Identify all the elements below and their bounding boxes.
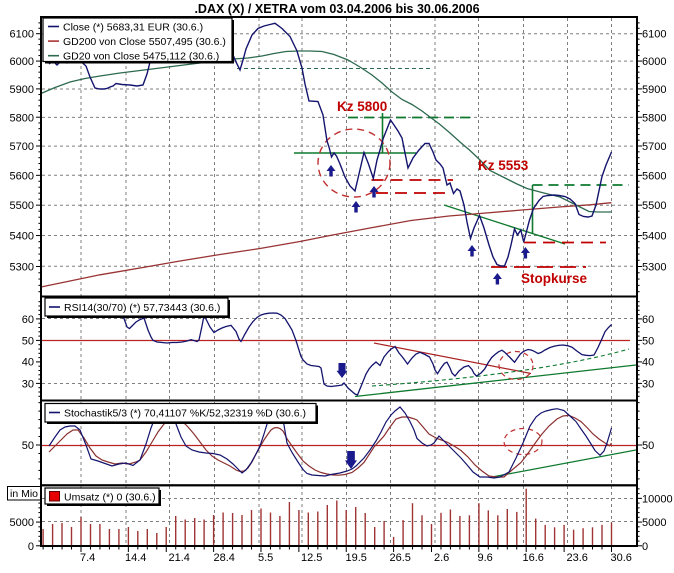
svg-text:6100: 6100 xyxy=(642,29,666,41)
svg-text:21.4: 21.4 xyxy=(169,552,190,564)
svg-text:23.6: 23.6 xyxy=(567,552,588,564)
svg-text:5.5: 5.5 xyxy=(258,552,273,564)
svg-text:6100: 6100 xyxy=(10,29,34,41)
svg-text:Umsatz (*) 0 (30.6.): Umsatz (*) 0 (30.6.) xyxy=(64,491,156,503)
svg-text:6000: 6000 xyxy=(642,56,666,68)
svg-text:7.4: 7.4 xyxy=(80,552,95,564)
svg-text:5900: 5900 xyxy=(10,84,34,96)
svg-text:Kz 5800: Kz 5800 xyxy=(337,99,387,114)
svg-text:40: 40 xyxy=(642,357,654,369)
svg-text:5400: 5400 xyxy=(642,231,666,243)
svg-text:40: 40 xyxy=(22,357,34,369)
svg-text:Kz 5553: Kz 5553 xyxy=(478,158,529,173)
svg-text:5000: 5000 xyxy=(642,517,666,529)
svg-text:50: 50 xyxy=(642,440,654,452)
svg-text:5900: 5900 xyxy=(642,84,666,96)
svg-text:5500: 5500 xyxy=(642,200,666,212)
svg-text:6000: 6000 xyxy=(10,56,34,68)
svg-text:GD20 von Close 5475,112 (30.6.: GD20 von Close 5475,112 (30.6.) xyxy=(63,51,219,63)
svg-text:5700: 5700 xyxy=(10,141,34,153)
svg-text:16.6: 16.6 xyxy=(523,552,544,564)
svg-text:0: 0 xyxy=(28,541,34,553)
svg-text:2.6: 2.6 xyxy=(434,552,449,564)
svg-text:Close (*) 5683,31 EUR (30.6.): Close (*) 5683,31 EUR (30.6.) xyxy=(63,21,203,33)
svg-text:50: 50 xyxy=(22,440,34,452)
svg-text:60: 60 xyxy=(642,314,654,326)
svg-text:5600: 5600 xyxy=(10,170,34,182)
svg-text:0: 0 xyxy=(642,541,648,553)
svg-text:12.5: 12.5 xyxy=(301,552,322,564)
svg-text:.DAX (X) / XETRA vom 03.04.200: .DAX (X) / XETRA vom 03.04.2006 bis 30.0… xyxy=(194,2,479,16)
svg-text:5300: 5300 xyxy=(10,261,34,273)
svg-text:Stopkurse: Stopkurse xyxy=(521,271,588,286)
svg-text:5300: 5300 xyxy=(642,261,666,273)
svg-text:in Mio: in Mio xyxy=(10,488,38,500)
svg-text:9.6: 9.6 xyxy=(478,552,493,564)
svg-text:5400: 5400 xyxy=(10,231,34,243)
svg-text:26.5: 26.5 xyxy=(390,552,411,564)
svg-text:5800: 5800 xyxy=(10,112,34,124)
svg-text:14.4: 14.4 xyxy=(125,552,146,564)
svg-text:5500: 5500 xyxy=(10,200,34,212)
svg-text:10000: 10000 xyxy=(642,493,673,505)
svg-text:19.5: 19.5 xyxy=(346,552,367,564)
svg-text:RSI14(30/70) (*) 57,73443 (30.: RSI14(30/70) (*) 57,73443 (30.6.) xyxy=(64,302,220,314)
svg-text:30: 30 xyxy=(642,379,654,391)
svg-text:Stochastik5/3 (*) 70,41107 %K/: Stochastik5/3 (*) 70,41107 %K/52,32319 %… xyxy=(64,407,306,419)
svg-text:GD200 von Close 5507,495 (30.6: GD200 von Close 5507,495 (30.6.) xyxy=(63,36,226,48)
svg-text:5600: 5600 xyxy=(642,170,666,182)
svg-text:28.4: 28.4 xyxy=(214,552,235,564)
svg-text:50: 50 xyxy=(22,335,34,347)
svg-text:5700: 5700 xyxy=(642,141,666,153)
svg-text:60: 60 xyxy=(22,314,34,326)
svg-text:30: 30 xyxy=(22,379,34,391)
svg-text:50: 50 xyxy=(642,335,654,347)
svg-text:30.6: 30.6 xyxy=(611,552,632,564)
svg-text:5800: 5800 xyxy=(642,112,666,124)
svg-text:5000: 5000 xyxy=(10,517,34,529)
